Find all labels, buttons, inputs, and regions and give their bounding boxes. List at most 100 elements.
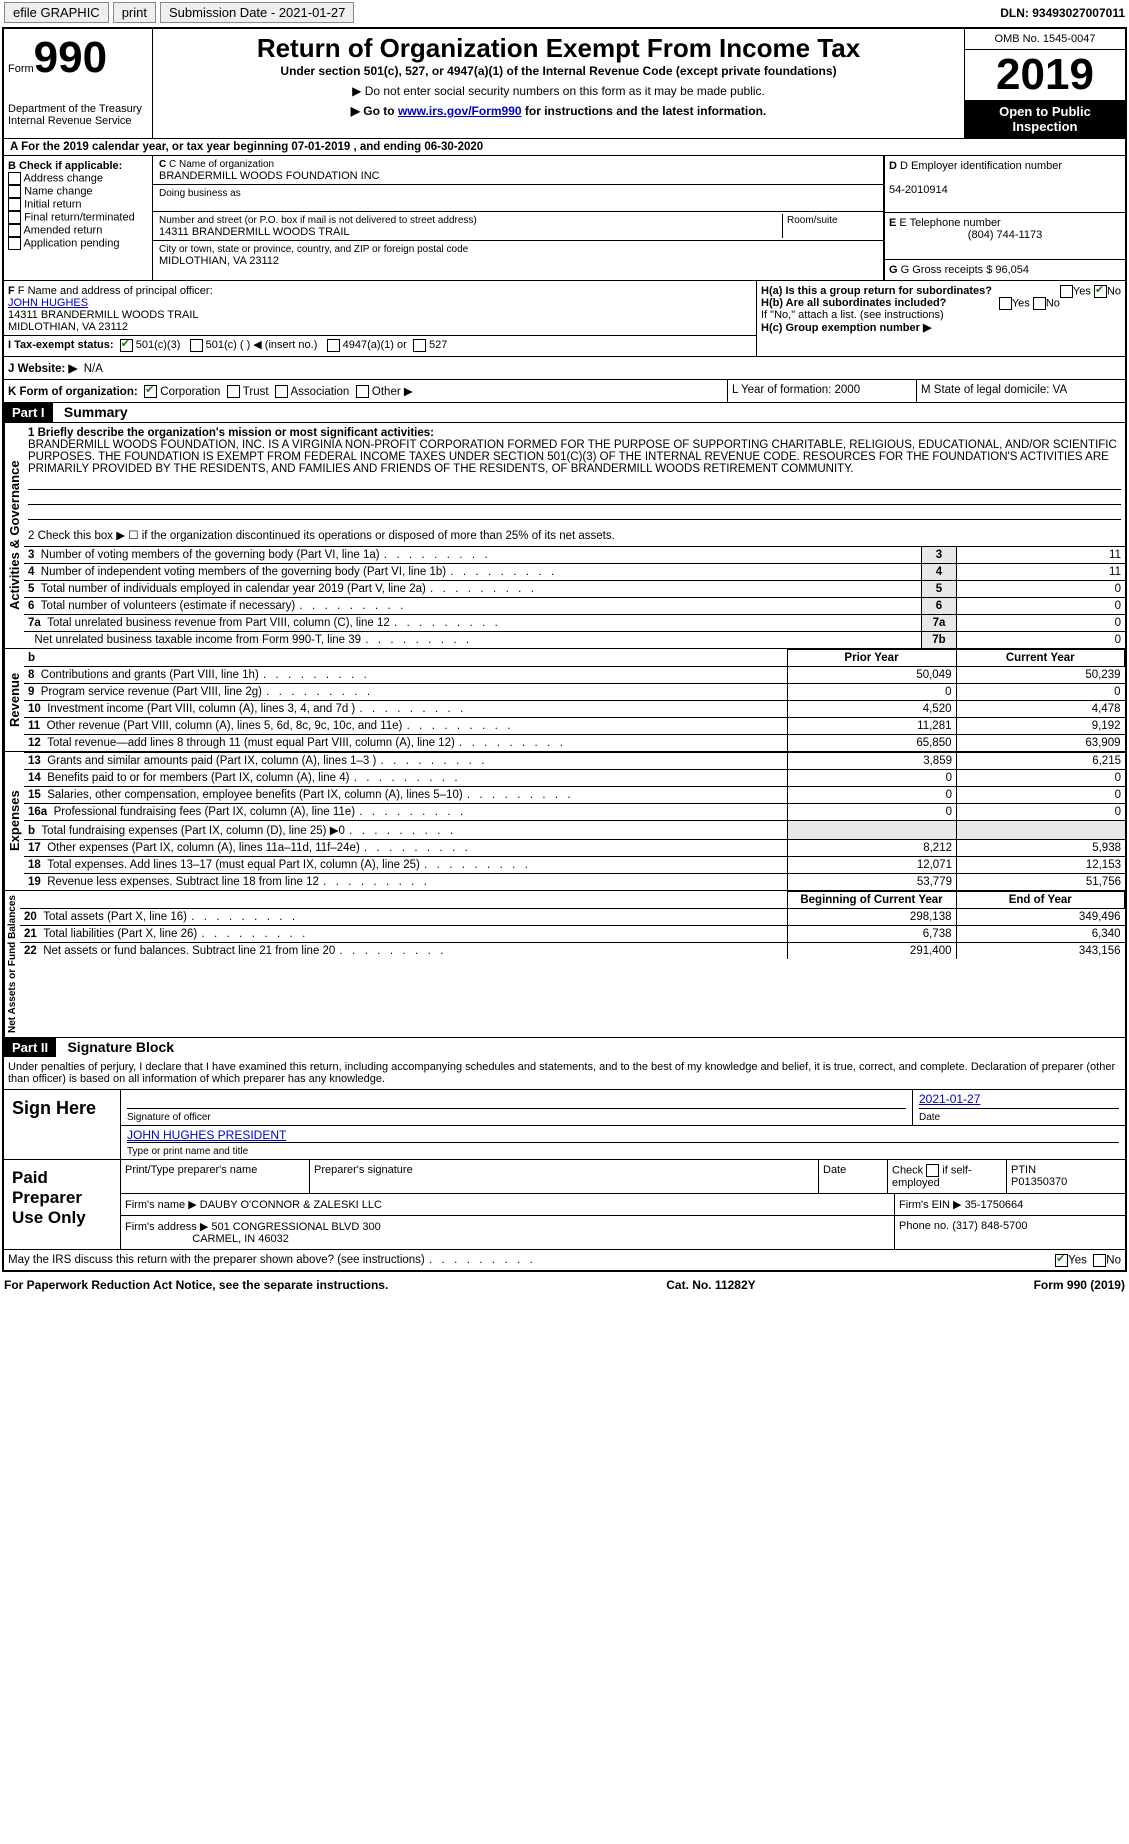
form-title: Return of Organization Exempt From Incom… — [157, 33, 960, 64]
officer-city: MIDLOTHIAN, VA 23112 — [8, 321, 128, 333]
prior-year-value: 65,850 — [787, 735, 956, 752]
type-print-label: Type or print name and title — [127, 1146, 248, 1157]
prior-year-value: 298,138 — [787, 909, 956, 926]
current-year-value: 6,340 — [956, 926, 1125, 943]
prior-year-value: 3,859 — [788, 753, 957, 770]
table-row-text: Total revenue—add lines 8 through 11 (mu… — [47, 737, 564, 749]
chk-amended-return[interactable] — [8, 224, 21, 237]
q1-label: 1 Briefly describe the organization's mi… — [28, 427, 434, 439]
officer-name[interactable]: JOHN HUGHES — [8, 297, 88, 309]
org-city: MIDLOTHIAN, VA 23112 — [159, 255, 279, 267]
table-row-text: Benefits paid to or for members (Part IX… — [47, 772, 458, 784]
chk-527[interactable] — [413, 339, 426, 352]
chk-4947[interactable] — [327, 339, 340, 352]
sig-officer-label: Signature of officer — [127, 1112, 211, 1123]
ha-label: H(a) Is this a group return for subordin… — [761, 285, 992, 297]
line-a: A For the 2019 calendar year, or tax yea… — [4, 139, 1125, 156]
org-address: 14311 BRANDERMILL WOODS TRAIL — [159, 226, 350, 238]
current-year-value: 9,192 — [956, 718, 1125, 735]
prior-year-value: 50,049 — [787, 667, 956, 684]
h-note: If "No," attach a list. (see instruction… — [761, 309, 1121, 321]
opt-initial-return: Initial return — [24, 198, 81, 210]
firm-name-label: Firm's name ▶ — [125, 1199, 197, 1211]
box-m: M State of legal domicile: VA — [916, 380, 1125, 402]
prior-year-value: 6,738 — [787, 926, 956, 943]
discuss-question: May the IRS discuss this return with the… — [8, 1254, 534, 1266]
table-row-text: Number of voting members of the governin… — [41, 549, 489, 561]
chk-address-change[interactable] — [8, 172, 21, 185]
city-label: City or town, state or province, country… — [159, 244, 468, 255]
chk-name-change[interactable] — [8, 185, 21, 198]
chk-501c[interactable] — [190, 339, 203, 352]
prior-year-value: 4,520 — [787, 701, 956, 718]
officer-name-title: JOHN HUGHES PRESIDENT — [127, 1128, 286, 1142]
prior-year-value: 8,212 — [788, 840, 957, 857]
ptin: P01350370 — [1011, 1176, 1067, 1188]
chk-ha-yes[interactable] — [1060, 285, 1073, 298]
chk-trust[interactable] — [227, 385, 240, 398]
opt-assoc: Association — [291, 386, 350, 398]
chk-discuss-no[interactable] — [1093, 1254, 1106, 1267]
row-number-box: 3 — [922, 547, 957, 564]
chk-self-employed[interactable] — [926, 1164, 939, 1177]
chk-final-return[interactable] — [8, 211, 21, 224]
col-b: b — [28, 652, 35, 664]
goto-post: for instructions and the latest informat… — [522, 104, 767, 118]
row-value: 11 — [957, 547, 1126, 564]
table-row-text: Salaries, other compensation, employee b… — [47, 789, 572, 801]
current-year-value: 0 — [957, 770, 1126, 787]
chk-hb-no[interactable] — [1033, 297, 1046, 310]
tax-year: 2019 — [965, 50, 1125, 100]
chk-hb-yes[interactable] — [999, 297, 1012, 310]
box-l: L Year of formation: 2000 — [727, 380, 916, 402]
row-value: 0 — [957, 632, 1126, 649]
opt-final-return: Final return/terminated — [24, 211, 135, 223]
current-year-value: 4,478 — [956, 701, 1125, 718]
footer-right: Form 990 (2019) — [1034, 1278, 1125, 1292]
table-row-text: Other revenue (Part VIII, column (A), li… — [47, 720, 512, 732]
box-c-label: C Name of organization — [169, 159, 274, 170]
prior-year-value: 0 — [788, 804, 957, 821]
box-k-label: K Form of organization: — [8, 386, 138, 398]
chk-501c3[interactable] — [120, 339, 133, 352]
table-row-text: Contributions and grants (Part VIII, lin… — [41, 669, 368, 681]
prior-year-value: 0 — [787, 684, 956, 701]
sign-here: Sign Here — [4, 1090, 120, 1159]
chk-corp[interactable] — [144, 385, 157, 398]
opt-501c3: 501(c)(3) — [136, 339, 181, 351]
prep-date-label: Date — [819, 1160, 888, 1193]
chk-ha-no[interactable] — [1094, 285, 1107, 298]
current-year-value: 343,156 — [956, 943, 1125, 960]
opt-4947: 4947(a)(1) or — [343, 339, 407, 351]
section-revenue: Revenue — [4, 649, 24, 751]
irs-link[interactable]: www.irs.gov/Form990 — [398, 104, 522, 118]
chk-discuss-yes[interactable] — [1055, 1254, 1068, 1267]
print-button[interactable]: print — [113, 2, 156, 23]
mission-text: BRANDERMILL WOODS FOUNDATION, INC. IS A … — [28, 439, 1117, 475]
section-net-assets: Net Assets or Fund Balances — [4, 891, 20, 1037]
firm-ein-label: Firm's EIN ▶ — [899, 1199, 962, 1211]
opt-other: Other ▶ — [372, 386, 413, 398]
hb-no: No — [1046, 297, 1060, 309]
chk-initial-return[interactable] — [8, 198, 21, 211]
table-row-text: Net assets or fund balances. Subtract li… — [43, 945, 444, 957]
ptin-label: PTIN — [1011, 1164, 1036, 1176]
chk-other[interactable] — [356, 385, 369, 398]
table-row-text: Total assets (Part X, line 16) — [43, 911, 296, 923]
current-year-value: 6,215 — [957, 753, 1126, 770]
table-row-text: Program service revenue (Part VIII, line… — [41, 686, 371, 698]
current-year-value: 0 — [957, 804, 1126, 821]
dln: DLN: 93493027007011 — [1000, 6, 1125, 20]
efile-button[interactable]: efile GRAPHIC — [4, 2, 109, 23]
prior-year-value: 11,281 — [787, 718, 956, 735]
table-row-text: Total number of individuals employed in … — [41, 583, 535, 595]
chk-application-pending[interactable] — [8, 237, 21, 250]
ein: 54-2010914 — [889, 184, 948, 196]
prior-year-value: 53,779 — [788, 874, 957, 891]
sig-date: 2021-01-27 — [919, 1092, 980, 1106]
open-public-badge: Open to Public Inspection — [965, 100, 1125, 138]
footer-mid: Cat. No. 11282Y — [666, 1278, 755, 1292]
chk-assoc[interactable] — [275, 385, 288, 398]
col-prior: Prior Year — [787, 650, 956, 667]
opt-application-pending: Application pending — [23, 237, 119, 249]
